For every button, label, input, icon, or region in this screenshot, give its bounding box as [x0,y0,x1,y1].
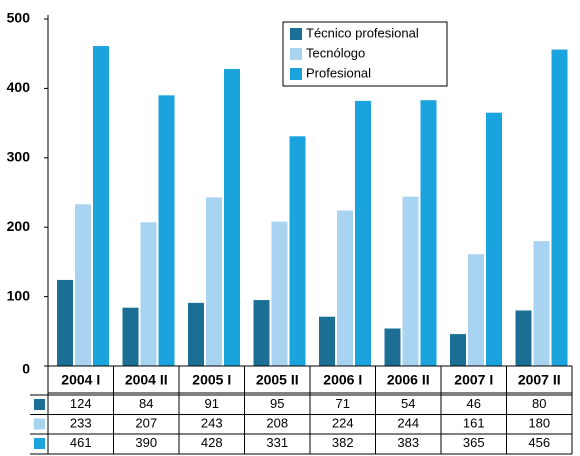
legend-label: Profesional [306,65,371,80]
bar [402,196,419,366]
table-cell: 80 [532,396,546,411]
table-cell: 180 [528,416,550,431]
table-cell: 54 [401,396,415,411]
table-cell: 456 [528,435,550,450]
x-tick-label: 2006 I [323,372,362,388]
bar [450,334,466,366]
bar [420,100,437,366]
table-cell: 365 [463,435,485,450]
x-tick-label: 2005 II [256,372,299,388]
table-cell: 244 [397,416,419,431]
legend-swatch [290,68,302,80]
x-tick-label: 2005 I [192,372,231,388]
bar [337,210,353,366]
bar [75,204,91,366]
table-cell: 208 [266,416,288,431]
table-cell: 428 [201,435,223,450]
table-cell: 207 [135,416,157,431]
table-cell: 161 [463,416,485,431]
bar [515,310,532,366]
bar [224,68,240,366]
table-cell: 95 [270,396,284,411]
legend-box [282,21,448,87]
y-tick-label: 0 [22,361,30,377]
table-cell: 124 [70,396,92,411]
bar [122,307,139,366]
bar [384,328,401,366]
row-key [34,418,45,430]
y-tick-label: 300 [7,149,31,165]
legend-label: Técnico profesional [306,25,419,40]
table-cell: 331 [266,435,288,450]
bar [206,197,222,366]
table-cell: 46 [467,396,481,411]
bar [551,49,568,366]
bar [486,112,502,366]
table-cell: 243 [201,416,223,431]
table-cell: 461 [70,435,92,450]
table-cell: 382 [332,435,354,450]
y-tick-label: 200 [7,218,31,234]
table-cell: 84 [139,396,153,411]
x-tick-label: 2007 II [518,372,561,388]
table-cell: 233 [70,416,92,431]
row-key [34,399,45,410]
bar [319,316,335,366]
x-tick-label: 2007 I [454,372,493,388]
legend-swatch [290,48,302,60]
x-tick-label: 2006 II [387,372,430,388]
row-key [34,438,45,449]
y-tick-label: 400 [7,79,31,95]
bar [158,95,175,366]
table-cell: 390 [135,435,157,450]
table-cell: 71 [336,396,350,411]
bar [355,100,371,366]
bar [468,254,484,366]
bar [533,241,550,366]
x-tick-label: 2004 II [125,372,168,388]
bar [271,221,288,366]
y-tick-label: 100 [7,287,31,303]
bar [253,300,270,366]
bar [188,302,204,366]
legend-swatch [290,28,302,40]
bar [93,46,109,366]
y-tick-label: 500 [7,10,31,26]
table-cell: 224 [332,416,354,431]
table-cell: 91 [205,396,219,411]
legend-label: Tecnólogo [306,45,365,60]
bar [140,222,157,366]
bar [57,279,73,366]
bar [289,136,306,366]
table-cell: 383 [397,435,419,450]
x-tick-label: 2004 I [61,372,100,388]
